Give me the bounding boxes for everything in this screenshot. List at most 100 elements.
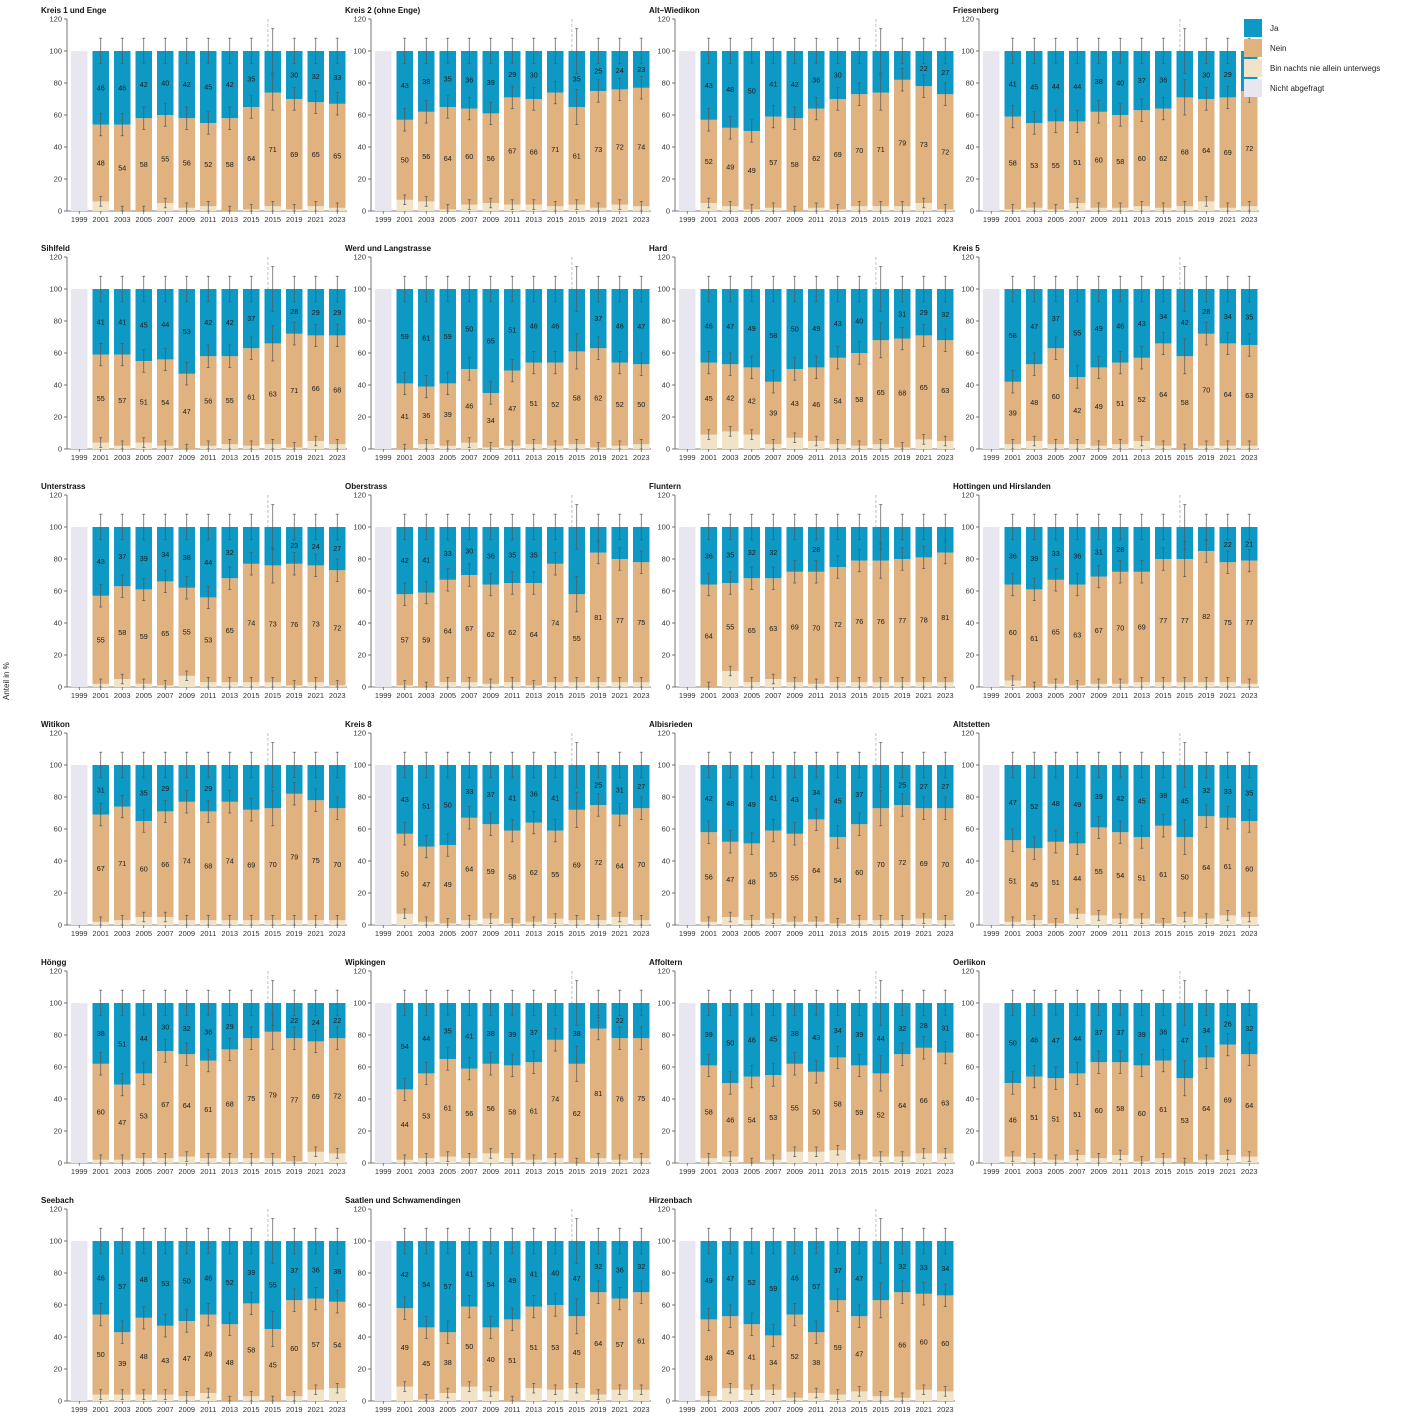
bar-nein [894,805,911,921]
y-tick-label: 120 [49,491,62,500]
x-tick-label: 2021 [1219,929,1236,938]
label-ja: 37 [1138,76,1146,85]
bar-nein [1198,1057,1215,1160]
bar-never-alone [722,671,739,687]
bar-ja [307,289,324,336]
bar-never-alone [525,1388,542,1401]
label-nein: 63 [269,389,277,398]
label-nein: 72 [898,858,906,867]
bar-nein [135,118,152,211]
x-tick-label: 2009 [786,1167,803,1176]
bar-nein [743,578,760,683]
label-nein: 62 [1159,154,1167,163]
panel-title: Oerlikon [953,958,986,967]
x-tick-label: 2007 [461,691,478,700]
bar-nein [765,830,782,919]
label-nein: 52 [705,157,713,166]
label-ja: 29 [226,1022,234,1031]
bar-nein [439,107,456,210]
bar-ja [915,527,932,558]
label-nein: 51 [1030,1113,1038,1122]
x-tick-label: 2015 [264,1167,281,1176]
label-nein: 51 [530,1343,538,1352]
y-tick-label: 20 [358,1127,366,1136]
bar-nein [743,843,760,921]
x-tick-label: 2021 [915,929,932,938]
bar-nein [568,1316,585,1389]
bar-nein [1241,345,1258,446]
bar-nein [915,335,932,440]
bar-ja [743,51,760,131]
label-nein: 68 [226,1099,234,1108]
y-tick-label: 20 [662,889,670,898]
bar-never-alone [829,1150,846,1163]
bar-ja [633,289,650,365]
bar-ja [482,1003,499,1064]
x-tick-label: 2019 [590,215,607,224]
bar-ja [611,289,628,363]
bar-nein [894,79,911,207]
bar-nein [894,559,911,683]
x-tick-label: 2001 [700,215,717,224]
x-tick-label: 2003 [722,1167,739,1176]
x-tick-label: 2015 [851,691,868,700]
bar-ja [396,527,413,595]
label-nein: 36 [422,411,430,420]
x-tick-label: 2001 [1004,1167,1021,1176]
bar-ja [1176,1003,1193,1079]
bar-never-alone [396,1386,413,1401]
label-nein: 66 [898,1341,906,1350]
x-tick-label: 2013 [1133,453,1150,462]
bar-nein [633,808,650,921]
bar-ja [851,527,868,561]
label-nein: 64 [1245,1101,1253,1110]
y-tick-label: 100 [49,1237,62,1246]
bar-ja [482,1241,499,1328]
x-tick-label: 2003 [1026,215,1043,224]
bar-ja [1198,289,1215,334]
bar-ja [808,289,825,368]
bar-ja [851,51,868,95]
label-ja: 50 [726,1039,734,1048]
bar-ja [937,51,954,95]
y-tick-label: 40 [966,381,974,390]
bar-never-alone [396,913,413,925]
bar-nein [307,102,324,207]
x-tick-label: 2019 [286,1405,303,1414]
label-ja: 46 [1116,321,1124,330]
label-nein: 47 [118,1118,126,1127]
label-ja: 53 [183,327,191,336]
x-tick-label: 2013 [525,691,542,700]
bar-not-asked [983,51,1000,211]
label-ja: 54 [422,1280,430,1289]
label-nein: 46 [465,401,473,410]
label-ja: 45 [769,1035,777,1044]
label-ja: 50 [791,325,799,334]
label-ja: 59 [444,332,452,341]
bar-ja [611,1003,628,1039]
bar-ja [808,527,825,572]
label-nein: 65 [920,383,928,392]
bar-ja [1133,765,1150,837]
label-ja: 34 [161,550,169,559]
label-ja: 33 [444,549,452,558]
bar-ja [1047,289,1064,349]
bar-nein [722,1083,739,1157]
x-tick-label: 2015 [568,1405,585,1414]
label-nein: 58 [1181,398,1189,407]
label-nein: 52 [791,1352,799,1361]
bar-nein [1004,381,1021,445]
x-tick-label: 2013 [829,929,846,938]
bar-nein [307,565,324,683]
bar-ja [243,765,260,810]
bar-ja [765,765,782,831]
label-nein: 66 [530,147,538,156]
bar-never-alone [178,675,195,687]
bar-nein [851,560,868,683]
label-nein: 60 [1009,628,1017,637]
x-tick-label: 2001 [396,691,413,700]
x-tick-label: 2003 [418,929,435,938]
x-tick-label: 2013 [1133,1167,1150,1176]
label-nein: 53 [422,1111,430,1120]
legend-item: Bin nachts nie allein unterwegs [1244,58,1380,78]
